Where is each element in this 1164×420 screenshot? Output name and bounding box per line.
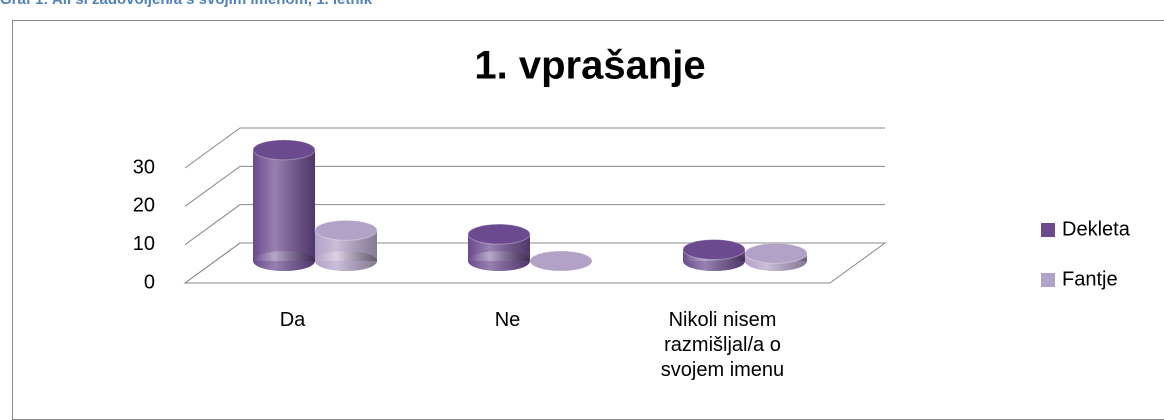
- grid-line: [184, 165, 885, 207]
- cylinder-shade-bottom: [468, 251, 530, 271]
- grid-line: [184, 204, 885, 246]
- x-tick-label: Ne: [494, 309, 521, 331]
- cylinder-shade: [253, 149, 315, 261]
- cylinder: [682, 239, 746, 271]
- x-tick-label: Da: [279, 309, 306, 331]
- cylinder: [529, 250, 593, 272]
- legend-swatch: [1041, 223, 1055, 237]
- cylinder: [467, 223, 531, 271]
- legend-swatch: [1041, 273, 1055, 287]
- y-tick-label: 20: [133, 195, 155, 217]
- y-tick-label: 30: [133, 156, 155, 178]
- cylinder: [314, 219, 378, 271]
- cylinder-shade-bottom: [315, 251, 377, 271]
- cylinder-top: [252, 139, 316, 161]
- cylinder-top: [314, 219, 378, 241]
- x-tick-label: Nikoli nisem razmišljal/a o svojem imenu: [660, 309, 785, 381]
- chart: 1. vprašanje 0 10 20 30 Dekleta Fantje: [133, 44, 1131, 294]
- y-tick-label: 0: [144, 271, 155, 293]
- cylinder-top: [744, 242, 808, 264]
- cylinder: [744, 242, 808, 271]
- cylinder-shade-bottom: [253, 251, 315, 271]
- y-tick-label: 10: [133, 233, 155, 255]
- grid-line: [184, 242, 885, 284]
- cylinder: [252, 139, 316, 271]
- legend-label: Dekleta: [1062, 218, 1131, 240]
- grid-line: [184, 127, 885, 169]
- cylinder-top: [529, 250, 593, 272]
- chart-title: 1. vprašanje: [474, 44, 705, 88]
- legend-label: Fantje: [1062, 268, 1118, 290]
- cylinder-top: [467, 223, 531, 245]
- caption: Graf 1: Ali si zadovoljen/a s svojim ime…: [0, 0, 372, 8]
- cylinder-top: [682, 239, 746, 260]
